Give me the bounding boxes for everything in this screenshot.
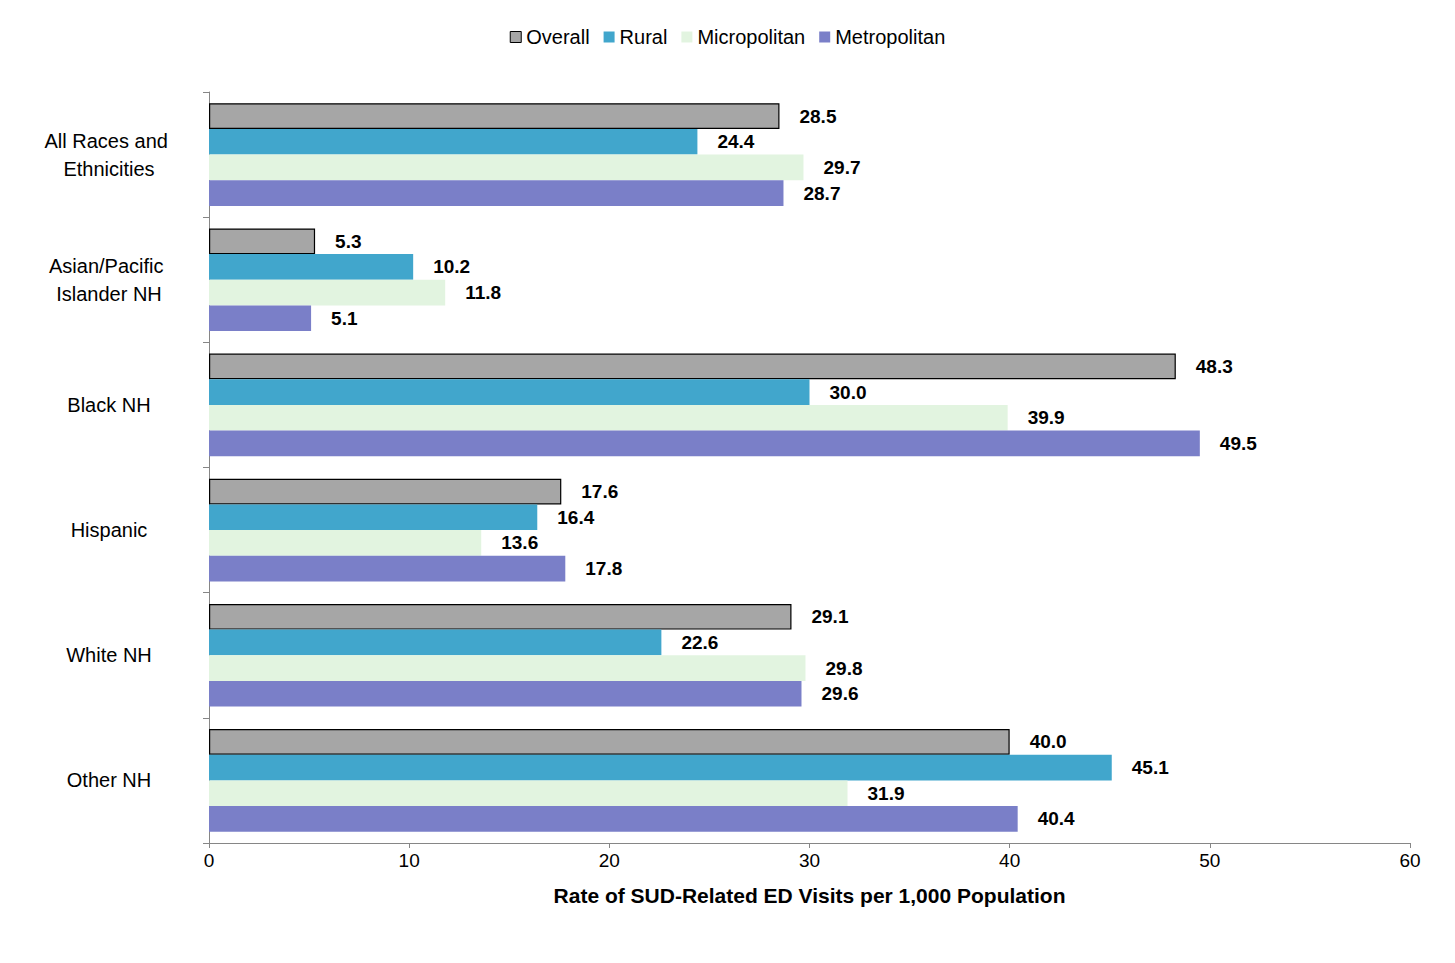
svg-text:17.8: 17.8 <box>585 558 622 579</box>
svg-text:29.1: 29.1 <box>811 606 848 627</box>
svg-text:39.9: 39.9 <box>1028 407 1065 428</box>
svg-text:45.1: 45.1 <box>1132 757 1169 778</box>
svg-text:Metropolitan: Metropolitan <box>835 26 945 48</box>
svg-text:10: 10 <box>399 850 420 871</box>
svg-text:30.0: 30.0 <box>830 382 867 403</box>
svg-text:60: 60 <box>1399 850 1420 871</box>
svg-text:Asian/Pacific: Asian/Pacific <box>49 255 169 277</box>
svg-text:24.4: 24.4 <box>717 131 754 152</box>
svg-text:Micropolitan: Micropolitan <box>697 26 805 48</box>
svg-text:20: 20 <box>599 850 620 871</box>
svg-text:29.7: 29.7 <box>823 157 860 178</box>
svg-text:Islander NH: Islander NH <box>56 283 162 305</box>
svg-text:11.8: 11.8 <box>465 282 501 303</box>
svg-text:Overall: Overall <box>526 26 589 48</box>
svg-text:13.6: 13.6 <box>501 532 538 553</box>
svg-text:Rate of SUD-Related ED Visits: Rate of SUD-Related ED Visits per 1,000 … <box>554 884 1066 907</box>
svg-text:40.4: 40.4 <box>1038 808 1075 829</box>
svg-text:31.9: 31.9 <box>868 783 905 804</box>
svg-text:30: 30 <box>799 850 820 871</box>
svg-text:Rural: Rural <box>620 26 668 48</box>
svg-text:Ethnicities: Ethnicities <box>63 158 154 180</box>
svg-text:5.1: 5.1 <box>331 308 358 329</box>
svg-text:29.6: 29.6 <box>821 683 858 704</box>
svg-text:28.5: 28.5 <box>799 106 836 127</box>
svg-text:Black NH: Black NH <box>67 394 150 416</box>
svg-text:0: 0 <box>204 850 215 871</box>
svg-text:50: 50 <box>1199 850 1220 871</box>
svg-text:17.6: 17.6 <box>581 481 618 502</box>
svg-text:Hispanic: Hispanic <box>71 519 148 541</box>
svg-text:All Races and: All Races and <box>45 130 174 152</box>
svg-text:40: 40 <box>999 850 1020 871</box>
svg-text:29.8: 29.8 <box>825 658 862 679</box>
svg-text:16.4: 16.4 <box>557 507 594 528</box>
svg-text:22.6: 22.6 <box>681 632 718 653</box>
svg-text:48.3: 48.3 <box>1196 356 1233 377</box>
svg-text:28.7: 28.7 <box>803 183 840 204</box>
svg-text:White NH: White NH <box>66 644 152 666</box>
svg-text:49.5: 49.5 <box>1220 433 1257 454</box>
svg-text:5.3: 5.3 <box>335 231 361 252</box>
svg-text:10.2: 10.2 <box>433 256 470 277</box>
svg-text:Other NH: Other NH <box>67 769 151 791</box>
svg-text:40.0: 40.0 <box>1030 731 1067 752</box>
